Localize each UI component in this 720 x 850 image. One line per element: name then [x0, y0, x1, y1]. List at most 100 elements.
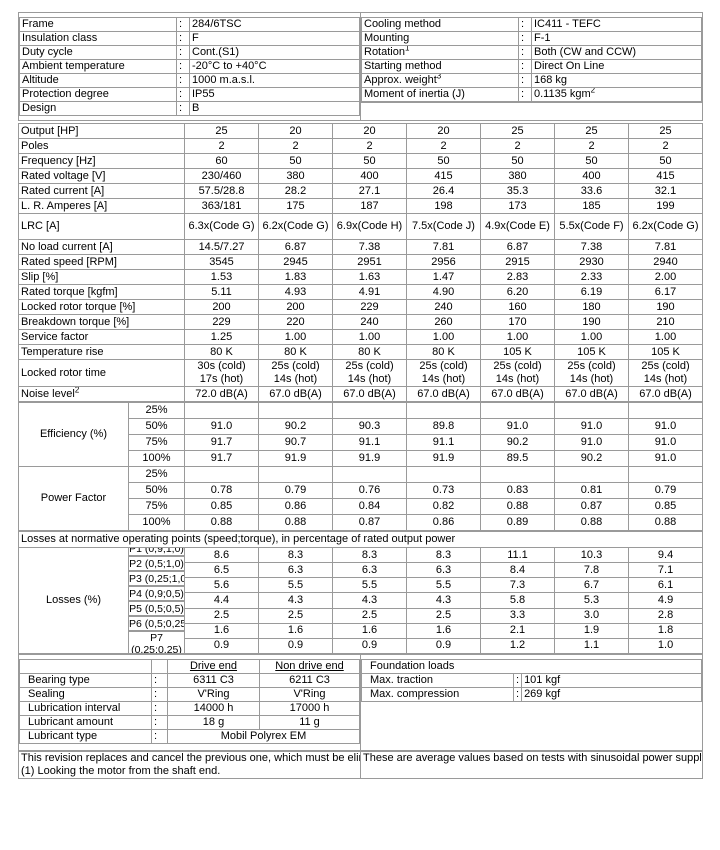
header-value [531, 101, 702, 103]
spec-value: 35.3 [480, 183, 555, 199]
metric-value: 0.88 [258, 514, 333, 531]
losses-value: 0.9 [184, 637, 259, 655]
metric-value [480, 466, 555, 483]
spec-value: 2 [332, 138, 407, 154]
header-row [361, 101, 702, 103]
spec-label: Temperature rise [18, 344, 185, 360]
metric-value: 0.81 [554, 482, 629, 499]
losses-value: 5.5 [258, 577, 333, 594]
losses-title: Losses (%) [18, 547, 129, 654]
metric-value [554, 466, 629, 483]
losses-value: 7.8 [554, 562, 629, 579]
spec-row: Output [HP] 25 20 20 20 25 25 25 [18, 123, 703, 139]
spec-value: 2.33 [554, 269, 629, 285]
header-right-block: Cooling method: IC411 - TEFC Mounting: F-1 R… [360, 12, 703, 121]
spec-value: 2930 [554, 254, 629, 270]
spec-value: 6.87 [258, 239, 333, 255]
footer-notes-section: This revision replaces and cancel the pr… [18, 751, 703, 779]
spec-value: 6.17 [628, 284, 703, 300]
header-separator: : [176, 59, 190, 74]
spec-label: Locked rotor time [18, 359, 185, 387]
bearing-separator: : [151, 687, 168, 702]
metric-value: 0.79 [258, 482, 333, 499]
foundation-key: Max. compression [361, 687, 514, 702]
spec-value: 6.19 [554, 284, 629, 300]
spec-value: 220 [258, 314, 333, 330]
spec-value: 105 K [554, 344, 629, 360]
header-key: Moment of inertia (J) [361, 87, 519, 102]
header-value: 284/6TSC [189, 17, 360, 32]
header-row: Cooling method: IC411 - TEFC [361, 17, 702, 32]
losses-row: 2.5 2.5 2.5 2.5 3.3 3.0 2.8 [19, 607, 704, 624]
spec-value: 50 [554, 153, 629, 169]
losses-value: 7.1 [627, 562, 704, 579]
spec-value: 2 [628, 138, 703, 154]
header-row: Altitude:1000 m.a.s.l. [19, 73, 360, 88]
spec-value: 27.1 [332, 183, 407, 199]
header-key: Design [19, 101, 177, 116]
spec-value: 105 K [628, 344, 703, 360]
metric-value [628, 466, 703, 483]
bearing-key: Bearing type [19, 673, 152, 688]
spec-row: Service factor 1.25 1.00 1.00 1.00 1.00 1.00 1.… [18, 329, 703, 345]
spec-value: 200 [258, 299, 333, 315]
losses-point-label: P7 (0,25;0,25) [129, 631, 184, 653]
metric-value: 90.2 [554, 450, 629, 467]
losses-value: 1.6 [332, 622, 407, 639]
spec-value: 1.25 [184, 329, 259, 345]
bearing-key: Lubricant amount [19, 715, 152, 730]
metric-value: 0.89 [480, 514, 555, 531]
bearing-separator: : [151, 673, 168, 688]
spec-value: 185 [554, 198, 629, 214]
header-separator [518, 101, 532, 103]
bearing-row: Lubricant type: Mobil Polyrex EM [19, 729, 360, 744]
losses-value: 8.3 [332, 546, 407, 564]
bearing-value-nondrive: 6211 C3 [259, 673, 360, 688]
spec-value: 67.0 dB(A) [406, 386, 481, 402]
spec-value: 50 [480, 153, 555, 169]
losses-value: 1.6 [184, 622, 259, 639]
spec-row: Rated current [A] 57.5/28.8 28.2 27.1 26.4 35… [18, 183, 703, 199]
bearing-value-drive: 14000 h [167, 701, 260, 716]
spec-value: 400 [554, 168, 629, 184]
spec-value: 5.11 [184, 284, 259, 300]
losses-value: 8.3 [258, 546, 333, 564]
spec-value: 1.00 [628, 329, 703, 345]
header-row: Protection degree: IP55 [19, 87, 360, 102]
spec-label: Frequency [Hz] [18, 153, 185, 169]
metric-value: 91.0 [628, 450, 703, 467]
metric-row: Power Factor 25% [18, 466, 703, 531]
spec-value: 210 [628, 314, 703, 330]
header-left-block: Frame:284/6TSC Insulation class: F Duty cyc… [18, 12, 361, 121]
spec-value: 7.5x(Code J) [406, 213, 481, 240]
spec-value: 67.0 dB(A) [480, 386, 555, 402]
losses-value: 0.9 [406, 637, 481, 655]
header-separator: : [518, 73, 532, 88]
losses-value: 5.3 [554, 592, 629, 609]
spec-label: Rated voltage [V] [18, 168, 185, 184]
spec-row: Rated speed [RPM] 3545 2945 2951 2956 2915 293… [18, 254, 703, 270]
losses-value: 6.3 [406, 562, 481, 579]
losses-value: 0.9 [332, 637, 407, 655]
losses-value: 1.0 [627, 637, 704, 655]
header-row: Approx. weight3:168 kg [361, 73, 702, 88]
foundation-list: Foundation loads Max. traction:101 kgf Max… [361, 659, 702, 702]
spec-value: 25s (cold) 14s (hot) [258, 359, 333, 387]
metric-value: 0.76 [332, 482, 407, 499]
spec-label: Rated torque [kgfm] [18, 284, 185, 300]
metric-value: 90.2 [480, 434, 555, 451]
losses-value: 2.1 [480, 622, 555, 639]
header-key: Cooling method [361, 17, 519, 32]
metric-value: 0.73 [406, 482, 481, 499]
spec-label: Poles [18, 138, 185, 154]
spec-row: Poles 2 2 2 2 2 2 2 [18, 138, 703, 154]
bearing-value-nondrive: 17000 h [259, 701, 360, 716]
spec-value: 72.0 dB(A) [184, 386, 259, 402]
spec-value: 240 [406, 299, 481, 315]
foundation-block: Foundation loads Max. traction:101 kgf Max… [360, 654, 703, 751]
spec-value: 240 [332, 314, 407, 330]
losses-value: 6.3 [332, 562, 407, 579]
metric-value: 90.2 [258, 418, 333, 435]
efficiency-title: Efficiency (%) [18, 402, 129, 467]
header-separator: : [518, 31, 532, 46]
